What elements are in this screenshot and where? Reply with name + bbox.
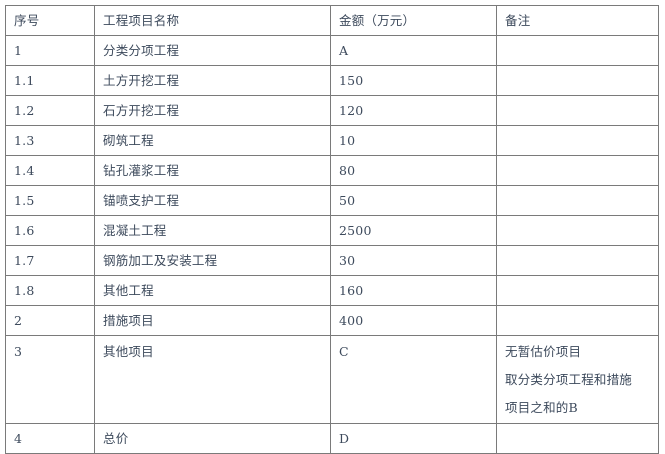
cell-seq: 1.4 [5, 155, 95, 186]
cell-amount: A [330, 35, 497, 66]
table-row: 1 分类分项工程 A [5, 35, 659, 66]
cell-amount: 10 [330, 125, 497, 156]
cell-name: 措施项目 [94, 305, 331, 336]
column-header-note: 备注 [496, 5, 659, 36]
cell-name: 分类分项工程 [94, 35, 331, 66]
cell-note [496, 275, 659, 306]
cell-amount: 30 [330, 245, 497, 276]
column-header-seq: 序号 [5, 5, 95, 36]
cell-note [496, 95, 659, 126]
table-row: 1.2 石方开挖工程 120 [5, 95, 659, 126]
cell-note [496, 155, 659, 186]
column-header-name: 工程项目名称 [94, 5, 331, 36]
cell-name: 其他项目 [94, 335, 331, 424]
cell-note [496, 215, 659, 246]
cell-name: 钢筋加工及安装工程 [94, 245, 331, 276]
cell-amount: 50 [330, 185, 497, 216]
cell-note [496, 35, 659, 66]
table-row: 4 总价 D [5, 423, 659, 454]
cell-name: 锚喷支护工程 [94, 185, 331, 216]
cell-note [496, 305, 659, 336]
cell-seq: 1.5 [5, 185, 95, 216]
table-row: 1.1 土方开挖工程 150 [5, 65, 659, 96]
document-page: 序号 工程项目名称 金额（万元） 备注 1 分类分项工程 A 1.1 土方开挖工程 150 1.2 石… [5, 5, 659, 454]
cell-seq: 1.7 [5, 245, 95, 276]
cell-note [496, 423, 659, 454]
table-row: 1.8 其他工程 160 [5, 275, 659, 306]
cell-name: 土方开挖工程 [94, 65, 331, 96]
table-row: 2 措施项目 400 [5, 305, 659, 336]
table-row: 1.3 砌筑工程 10 [5, 125, 659, 156]
table-row: 1.7 钢筋加工及安装工程 30 [5, 245, 659, 276]
cell-seq: 1 [5, 35, 95, 66]
cell-seq: 2 [5, 305, 95, 336]
cell-amount: 150 [330, 65, 497, 96]
cell-amount: 400 [330, 305, 497, 336]
table-row: 3 其他项目 C 无暂估价项目 取分类分项工程和措施 项目之和的B [5, 335, 659, 424]
table-row: 1.5 锚喷支护工程 50 [5, 185, 659, 216]
table-row: 1.4 钻孔灌浆工程 80 [5, 155, 659, 186]
cell-name: 总价 [94, 423, 331, 454]
cell-amount: D [330, 423, 497, 454]
cell-amount: C [330, 335, 497, 424]
cell-note: 无暂估价项目 取分类分项工程和措施 项目之和的B [496, 335, 659, 424]
cell-amount: 2500 [330, 215, 497, 246]
cell-note [496, 185, 659, 216]
cell-name: 其他工程 [94, 275, 331, 306]
cell-name: 砌筑工程 [94, 125, 331, 156]
cell-amount: 120 [330, 95, 497, 126]
cell-seq: 4 [5, 423, 95, 454]
table-row: 1.6 混凝土工程 2500 [5, 215, 659, 246]
cell-note [496, 65, 659, 96]
cell-seq: 1.8 [5, 275, 95, 306]
cell-name: 钻孔灌浆工程 [94, 155, 331, 186]
cost-estimate-table: 序号 工程项目名称 金额（万元） 备注 1 分类分项工程 A 1.1 土方开挖工程 150 1.2 石… [5, 5, 659, 454]
cell-amount: 160 [330, 275, 497, 306]
cell-note [496, 245, 659, 276]
cell-note [496, 125, 659, 156]
cell-seq: 1.6 [5, 215, 95, 246]
cell-seq: 3 [5, 335, 95, 424]
cell-seq: 1.1 [5, 65, 95, 96]
cell-name: 混凝土工程 [94, 215, 331, 246]
cell-amount: 80 [330, 155, 497, 186]
cell-name: 石方开挖工程 [94, 95, 331, 126]
column-header-amount: 金额（万元） [330, 5, 497, 36]
table-header-row: 序号 工程项目名称 金额（万元） 备注 [5, 5, 659, 36]
cell-seq: 1.2 [5, 95, 95, 126]
cell-seq: 1.3 [5, 125, 95, 156]
